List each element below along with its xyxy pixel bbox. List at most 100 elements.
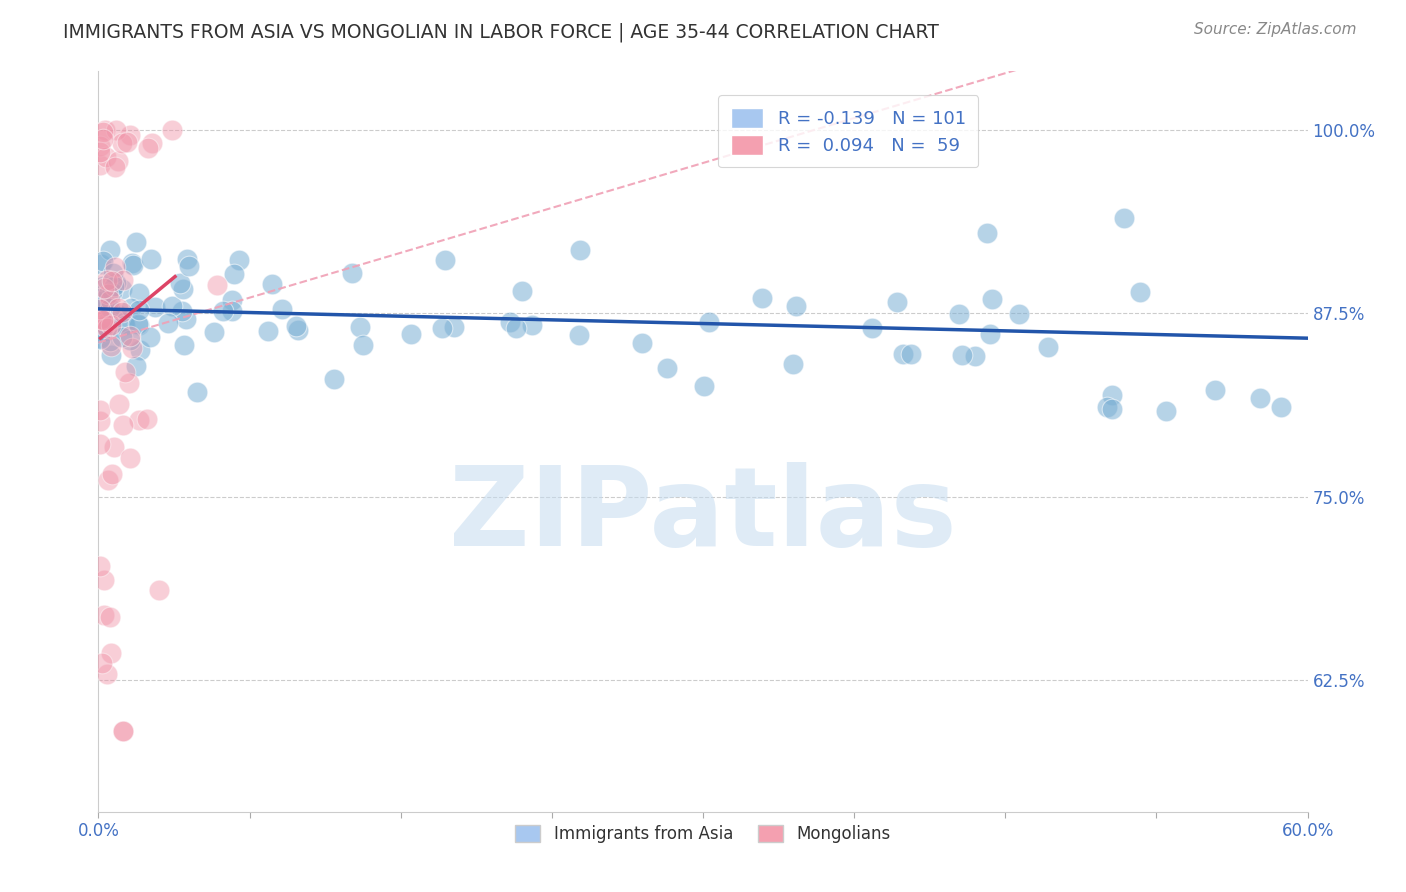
Point [114,318,136,332]
Point [699,315,721,329]
Point [89,333,111,347]
Point [340,266,363,280]
Point [1204,383,1226,397]
Point [1008,307,1031,321]
Point [156,317,179,331]
Point [568,328,591,343]
Point [352,338,374,352]
Point [114,366,136,380]
Point [89,559,111,574]
Point [93,318,115,333]
Point [96,320,118,334]
Point [97,314,120,328]
Point [205,278,228,293]
Point [115,135,138,149]
Point [121,341,143,355]
Point [349,320,371,334]
Point [173,338,195,352]
Point [91,125,114,139]
Point [100,348,122,362]
Point [89,311,111,326]
Point [107,301,129,316]
Text: IMMIGRANTS FROM ASIA VS MONGOLIAN IN LABOR FORCE | AGE 35-44 CORRELATION CHART: IMMIGRANTS FROM ASIA VS MONGOLIAN IN LAB… [63,22,939,42]
Point [176,311,198,326]
Point [128,318,150,332]
Point [111,330,134,344]
Point [89,326,111,340]
Point [1101,401,1123,416]
Point [125,235,148,250]
Point [100,334,122,348]
Point [89,139,111,153]
Point [108,397,131,411]
Point [118,334,141,348]
Y-axis label: In Labor Force | Age 35-44: In Labor Force | Age 35-44 [0,332,8,551]
Point [111,418,134,433]
Text: Source: ZipAtlas.com: Source: ZipAtlas.com [1194,22,1357,37]
Point [948,307,970,321]
Point [172,283,194,297]
Point [93,281,115,295]
Point [93,573,115,587]
Point [103,279,125,293]
Point [94,123,117,137]
Point [221,293,243,307]
Point [101,275,124,289]
Point [90,291,112,305]
Point [90,257,112,271]
Point [91,313,114,327]
Point [520,318,543,332]
Point [89,301,111,316]
Point [111,305,134,319]
Point [129,343,152,357]
Point [657,361,679,376]
Legend: Immigrants from Asia, Mongolians: Immigrants from Asia, Mongolians [508,817,898,852]
Point [111,724,134,739]
Point [118,376,141,390]
Point [107,153,129,168]
Point [121,258,143,272]
Point [1129,285,1152,299]
Point [93,608,115,623]
Point [976,226,998,240]
Point [100,243,122,257]
Point [148,583,170,598]
Point [751,291,773,305]
Point [568,243,591,257]
Point [111,136,134,150]
Point [89,145,111,159]
Point [101,467,124,481]
Point [212,304,235,318]
Point [224,267,246,281]
Point [1101,388,1123,402]
Point [96,666,118,681]
Point [950,348,973,362]
Point [89,331,111,345]
Point [963,350,986,364]
Point [510,284,533,298]
Point [89,414,111,428]
Point [1249,391,1271,405]
Point [93,279,115,293]
Point [118,128,141,142]
Point [284,318,307,333]
Point [505,320,527,334]
Point [1114,211,1136,225]
Point [287,323,309,337]
Point [121,256,143,270]
Point [399,326,422,341]
Point [170,304,193,318]
Point [136,141,159,155]
Point [97,286,120,301]
Point [125,359,148,373]
Point [90,656,112,670]
Point [162,299,184,313]
Point [169,277,191,291]
Point [98,301,121,315]
Point [91,294,114,309]
Point [104,276,127,290]
Point [981,292,1004,306]
Point [1036,340,1059,354]
Point [111,724,134,739]
Point [262,277,284,291]
